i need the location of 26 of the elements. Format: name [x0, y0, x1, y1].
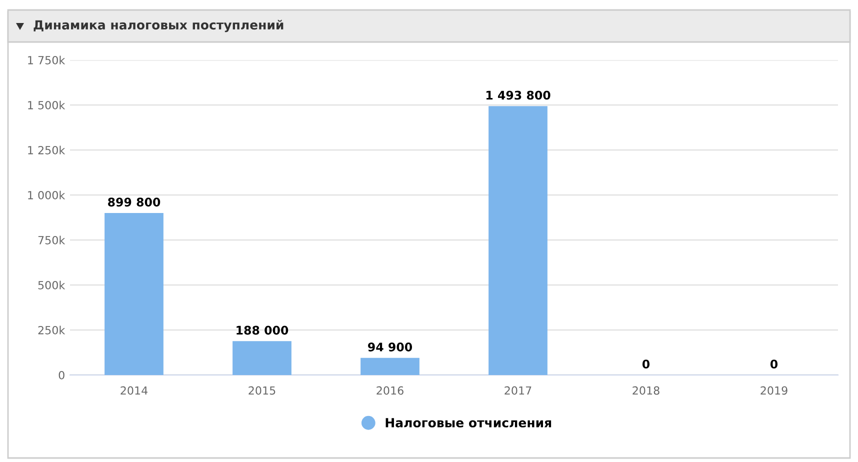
x-tick-label: 2014: [120, 386, 148, 395]
y-tick-label: 1 250k: [28, 146, 66, 154]
data-label: 899 800: [108, 198, 160, 207]
bar: [360, 358, 420, 375]
bar: [104, 213, 164, 375]
bar: [232, 341, 292, 375]
data-label: 0: [770, 360, 778, 369]
data-label: 0: [642, 360, 650, 369]
chart-title: Динамика налоговых поступлений: [34, 20, 284, 32]
legend-label: Налоговые отчисления: [386, 418, 552, 428]
y-tick-label: 1 000k: [28, 190, 66, 200]
y-tick-label: 750k: [38, 236, 66, 244]
y-tick-label: 1 500k: [28, 100, 66, 110]
bar: [488, 106, 548, 375]
y-tick-label: 1 750k: [28, 56, 66, 64]
x-tick-label: 2016: [376, 386, 404, 395]
x-tick-label: 2015: [248, 386, 276, 395]
x-tick-label: 2019: [760, 386, 788, 395]
data-label: 1 493 800: [486, 90, 550, 100]
x-tick-label: 2018: [632, 386, 660, 395]
x-tick-label: 2017: [504, 386, 532, 395]
y-tick-label: 0: [58, 370, 64, 380]
data-label: 94 900: [368, 342, 412, 352]
y-tick-label: 250k: [38, 326, 66, 334]
data-label: 188 000: [236, 326, 288, 335]
y-tick-label: 500k: [38, 280, 66, 290]
